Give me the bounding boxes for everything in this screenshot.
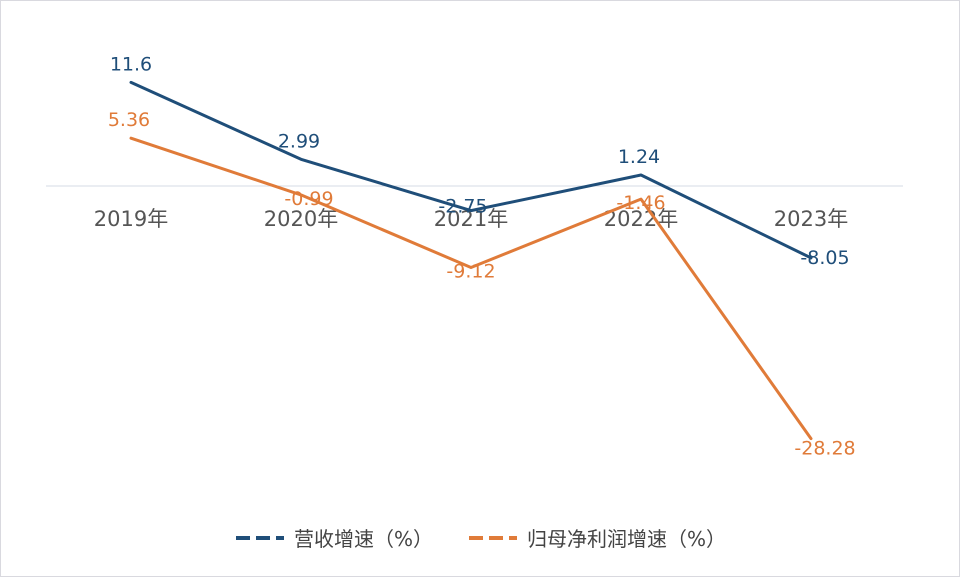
legend-item-revenue: 营收增速（%） xyxy=(235,523,433,552)
legend-swatch-net-profit xyxy=(469,535,517,540)
data-label: 1.24 xyxy=(618,146,660,168)
legend-label-net-profit: 归母净利润增速（%） xyxy=(527,527,727,551)
data-label: 11.6 xyxy=(110,53,152,75)
data-label: -1.46 xyxy=(616,192,665,214)
legend-item-net-profit: 归母净利润增速（%） xyxy=(469,523,726,552)
data-label: 2.99 xyxy=(278,130,320,152)
series-line-net-profit xyxy=(129,136,813,441)
data-label: -8.05 xyxy=(800,247,849,269)
x-tick-label: 2023年 xyxy=(774,207,848,231)
x-tick-label: 2022年 xyxy=(604,207,678,231)
data-label: -0.99 xyxy=(284,188,333,210)
data-label: -9.12 xyxy=(446,261,495,283)
x-tick-label: 2019年 xyxy=(94,207,168,231)
data-label: -28.28 xyxy=(794,438,855,460)
series-line-revenue xyxy=(129,80,813,260)
legend-swatch-revenue xyxy=(235,535,284,540)
legend-label-revenue: 营收增速（%） xyxy=(293,527,433,551)
x-tick-label: 2020年 xyxy=(264,207,338,231)
chart-legend: 营收增速（%） 归母净利润增速（%） xyxy=(1,523,960,552)
data-label: 5.36 xyxy=(108,109,150,131)
data-label: -2.75 xyxy=(438,196,487,218)
